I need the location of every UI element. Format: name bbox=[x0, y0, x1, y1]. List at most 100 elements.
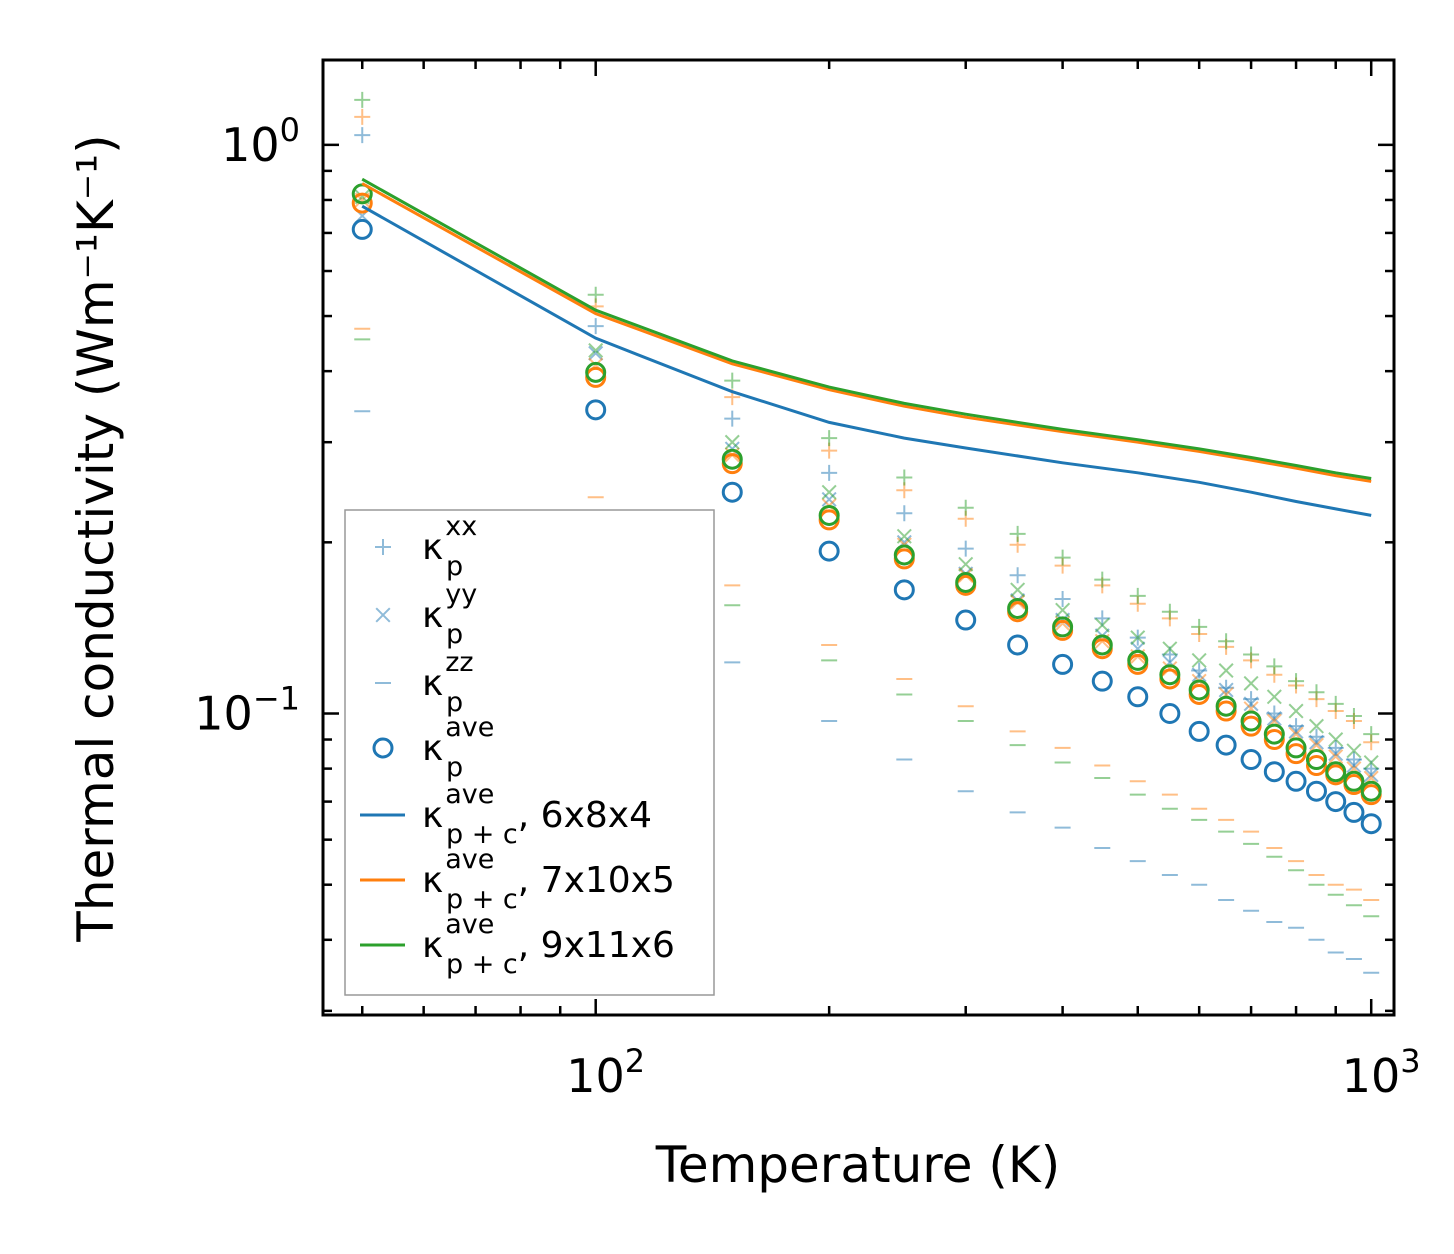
kave-point-blue-400 bbox=[1052, 653, 1074, 675]
legend-entry-1: κyy p bbox=[375, 579, 477, 650]
kave-point-blue-950 bbox=[1343, 801, 1365, 823]
kyy-point-green-600 bbox=[1191, 652, 1207, 668]
legend-entry-0: κxx p bbox=[375, 511, 477, 582]
kyy-point-blue-1000 bbox=[1363, 767, 1379, 783]
kyy-point-blue-650 bbox=[1218, 682, 1234, 698]
kave-point-green-450 bbox=[1091, 634, 1113, 656]
legend-label: κave p bbox=[422, 712, 494, 783]
kxx-point-green-250 bbox=[896, 469, 913, 486]
kave-point-blue-300 bbox=[955, 609, 977, 631]
kxx-point-blue-650 bbox=[1218, 679, 1235, 696]
legend-label: κyy p bbox=[422, 579, 477, 650]
kxx-point-green-750 bbox=[1266, 658, 1283, 675]
kave-point-blue-50 bbox=[351, 218, 373, 240]
kxx-point-green-950 bbox=[1345, 707, 1362, 724]
kave-point-blue-900 bbox=[1325, 791, 1347, 813]
kyy-point-blue-900 bbox=[1328, 746, 1344, 762]
legend-label: κave p + c, 6x8x4 bbox=[422, 779, 652, 850]
kxx-point-green-50 bbox=[354, 91, 371, 108]
kave-point-green-300 bbox=[955, 571, 977, 593]
kave-point-green-900 bbox=[1325, 761, 1347, 783]
kave-point-orange-50 bbox=[351, 192, 373, 214]
kxx-point-green-200 bbox=[821, 430, 838, 447]
kyy-point-blue-950 bbox=[1346, 758, 1362, 774]
legend-marker bbox=[375, 607, 391, 623]
x-tick-label: 103 bbox=[1342, 1042, 1421, 1103]
kave-point-blue-150 bbox=[721, 481, 743, 503]
x-tick-label: 102 bbox=[566, 1042, 645, 1103]
kxx-point-green-550 bbox=[1161, 603, 1178, 620]
y-tick-label: 100 bbox=[221, 111, 300, 172]
legend-marker bbox=[372, 737, 394, 759]
kyy-point-green-350 bbox=[1010, 582, 1026, 598]
kyy-point-green-700 bbox=[1243, 675, 1259, 691]
kave-point-green-350 bbox=[1007, 597, 1029, 619]
kxx-point-blue-150 bbox=[724, 410, 741, 427]
kave-point-blue-750 bbox=[1263, 761, 1285, 783]
kave-point-green-700 bbox=[1240, 710, 1262, 732]
kyy-point-blue-100 bbox=[588, 345, 604, 361]
kave-point-green-850 bbox=[1305, 749, 1327, 771]
kyy-point-green-500 bbox=[1130, 630, 1146, 646]
kyy-point-green-900 bbox=[1328, 732, 1344, 748]
kyy-point-orange-550 bbox=[1162, 660, 1178, 676]
kyy-point-green-300 bbox=[958, 556, 974, 572]
kxx-point-green-900 bbox=[1327, 695, 1344, 712]
kxx-point-green-100 bbox=[587, 286, 604, 303]
kave-point-green-250 bbox=[893, 544, 915, 566]
plot-frame bbox=[321, 58, 1396, 1017]
legend-label: κave p + c, 9x11x6 bbox=[422, 909, 675, 980]
kave-point-blue-450 bbox=[1091, 670, 1113, 692]
kxx-point-orange-50 bbox=[354, 108, 371, 125]
kxx-point-green-800 bbox=[1288, 673, 1305, 690]
kxx-point-green-350 bbox=[1009, 525, 1026, 542]
kyy-point-green-150 bbox=[724, 434, 740, 450]
axis-ticks bbox=[323, 60, 1394, 1015]
kave-point-orange-850 bbox=[1305, 755, 1327, 777]
kyy-point-blue-850 bbox=[1308, 734, 1324, 750]
kyy-point-blue-750 bbox=[1266, 710, 1282, 727]
legend-label: κave p + c, 7x10x5 bbox=[422, 844, 675, 915]
legend-label: κzz p bbox=[422, 647, 474, 718]
kyy-point-green-950 bbox=[1346, 743, 1362, 759]
legend-entry-5: κave p + c, 7x10x5 bbox=[360, 844, 675, 915]
kave-point-blue-550 bbox=[1159, 703, 1181, 725]
kave-point-blue-250 bbox=[893, 579, 915, 601]
kxx-point-green-300 bbox=[957, 499, 974, 516]
kyy-point-blue-700 bbox=[1243, 696, 1259, 712]
kave-point-green-800 bbox=[1285, 737, 1307, 759]
kave-point-orange-800 bbox=[1285, 743, 1307, 765]
kave-point-green-950 bbox=[1343, 770, 1365, 792]
kave-point-blue-100 bbox=[585, 399, 607, 421]
kxx-point-green-400 bbox=[1054, 549, 1071, 566]
legend-marker bbox=[375, 539, 391, 555]
kave-point-green-750 bbox=[1263, 723, 1285, 745]
kxx-point-green-150 bbox=[724, 372, 741, 389]
kxx-point-blue-100 bbox=[587, 318, 604, 335]
kave-point-blue-700 bbox=[1240, 749, 1262, 771]
kxx-point-blue-400 bbox=[1054, 590, 1071, 607]
kave-point-green-100 bbox=[585, 361, 607, 383]
kpc-line-9x11x6 bbox=[361, 177, 1372, 480]
kxx-point-blue-450 bbox=[1094, 610, 1111, 627]
kave-point-blue-200 bbox=[818, 540, 840, 562]
kave-point-green-150 bbox=[721, 448, 743, 470]
kyy-point-green-1000 bbox=[1363, 755, 1379, 771]
legend-label: κxx p bbox=[422, 511, 477, 582]
kxx-point-green-650 bbox=[1218, 633, 1235, 650]
kave-point-green-1000 bbox=[1360, 780, 1382, 802]
kxx-point-blue-200 bbox=[821, 464, 838, 481]
kxx-point-green-450 bbox=[1094, 571, 1111, 588]
kave-point-green-500 bbox=[1127, 649, 1149, 671]
kave-point-orange-750 bbox=[1263, 729, 1285, 751]
kyy-point-green-650 bbox=[1218, 663, 1234, 679]
kyy-point-green-750 bbox=[1266, 689, 1282, 705]
kyy-point-blue-200 bbox=[821, 491, 837, 507]
kave-point-blue-500 bbox=[1127, 686, 1149, 708]
kxx-point-blue-350 bbox=[1009, 567, 1026, 584]
tick-labels: 102 103 10−1 100 bbox=[194, 111, 1420, 1103]
y-tick-label: 10−1 bbox=[194, 680, 300, 741]
kave-point-blue-800 bbox=[1285, 770, 1307, 792]
